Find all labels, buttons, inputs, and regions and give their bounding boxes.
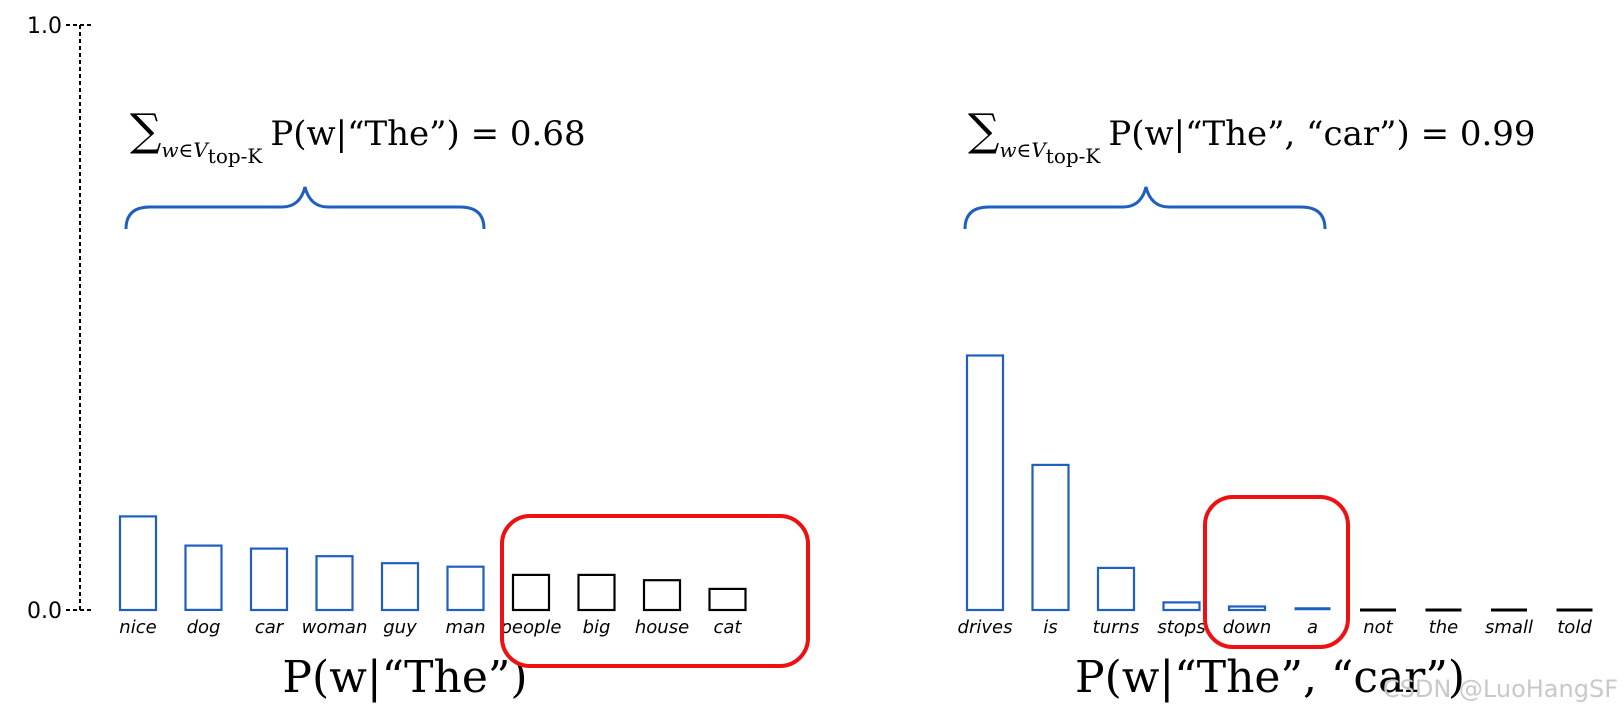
sum-symbol-left: ∑: [130, 105, 161, 156]
bar-right-drives: [965, 354, 1005, 612]
bar-right-stops: [1162, 601, 1201, 612]
xlabel-right: P(w|“The”, “car”): [1075, 652, 1465, 703]
word-label-right-the: the: [1429, 617, 1459, 638]
bar-right-down: [1227, 605, 1267, 612]
bar-left-nice: [118, 515, 158, 612]
bar-left-dog: [184, 544, 223, 611]
word-label-right-down: down: [1223, 617, 1272, 638]
word-label-left-big: big: [583, 617, 611, 638]
highlight-box-left: [500, 514, 810, 668]
word-label-left-man: man: [446, 617, 486, 638]
sum-subscript-left: w∈V: [161, 138, 210, 162]
sum-symbol-right: ∑: [968, 105, 999, 156]
word-labels-left: nice dog car woman guy man people big house cat: [119, 617, 742, 638]
sum-expression-left: P(w|“The”) = 0.68: [270, 114, 585, 154]
y-tick-label-bottom: 0.0: [27, 599, 62, 624]
bar-left-big: [577, 573, 616, 612]
sum-annotation-left: ∑w∈Vtop-KP(w|“The”) = 0.68: [130, 105, 586, 168]
panel-right: drives is turns stops down a not the small told ∑…: [958, 105, 1593, 703]
brace-left: [124, 186, 486, 230]
y-axis: 1.0 0.0: [27, 14, 92, 624]
word-label-left-people: people: [499, 617, 561, 638]
word-label-left-car: car: [255, 617, 285, 638]
brace-right: [963, 186, 1327, 230]
bar-left-guy: [380, 562, 420, 612]
sum-annotation-right: ∑w∈Vtop-KP(w|“The”, “car”) = 0.99: [968, 105, 1536, 168]
bar-right-is: [1031, 463, 1070, 612]
word-label-left-dog: dog: [187, 617, 221, 638]
highlight-box-right: [1203, 495, 1350, 649]
bar-right-turns: [1096, 566, 1136, 612]
watermark: CSDN @LuoHangSF: [1383, 675, 1618, 703]
word-label-right-is: is: [1043, 617, 1057, 638]
bar-left-man: [446, 565, 485, 612]
word-label-left-nice: nice: [119, 617, 156, 638]
word-label-right-small: small: [1485, 617, 1533, 638]
word-label-right-turns: turns: [1093, 617, 1140, 638]
y-tick-label-top: 1.0: [27, 14, 62, 39]
bar-left-house: [642, 579, 682, 612]
sum-subsubscript-right: top-K: [1046, 144, 1102, 168]
word-label-left-guy: guy: [383, 617, 417, 638]
word-labels-right: drives is turns stops down a not the small told: [958, 617, 1593, 638]
xlabel-left: P(w|“The”): [282, 652, 527, 703]
bars-left: [118, 515, 747, 612]
bar-left-people: [511, 573, 551, 612]
panel-left: nice dog car woman guy man people big house cat ∑…: [118, 105, 810, 703]
word-label-right-told: told: [1557, 617, 1592, 638]
bar-left-car: [249, 547, 289, 612]
sum-subscript-right: w∈V: [999, 138, 1048, 162]
word-label-left-cat: cat: [714, 617, 743, 638]
word-label-right-stops: stops: [1157, 617, 1205, 638]
word-label-right-a: a: [1307, 617, 1318, 638]
word-label-left-woman: woman: [302, 617, 368, 638]
bars-right: [965, 354, 1593, 612]
sum-expression-right: P(w|“The”, “car”) = 0.99: [1108, 114, 1535, 154]
sum-subsubscript-left: top-K: [208, 144, 264, 168]
word-label-right-not: not: [1363, 617, 1393, 638]
word-label-left-house: house: [635, 617, 689, 638]
word-label-right-drives: drives: [958, 617, 1013, 638]
bar-left-cat: [708, 587, 747, 612]
bar-left-woman: [315, 555, 354, 612]
